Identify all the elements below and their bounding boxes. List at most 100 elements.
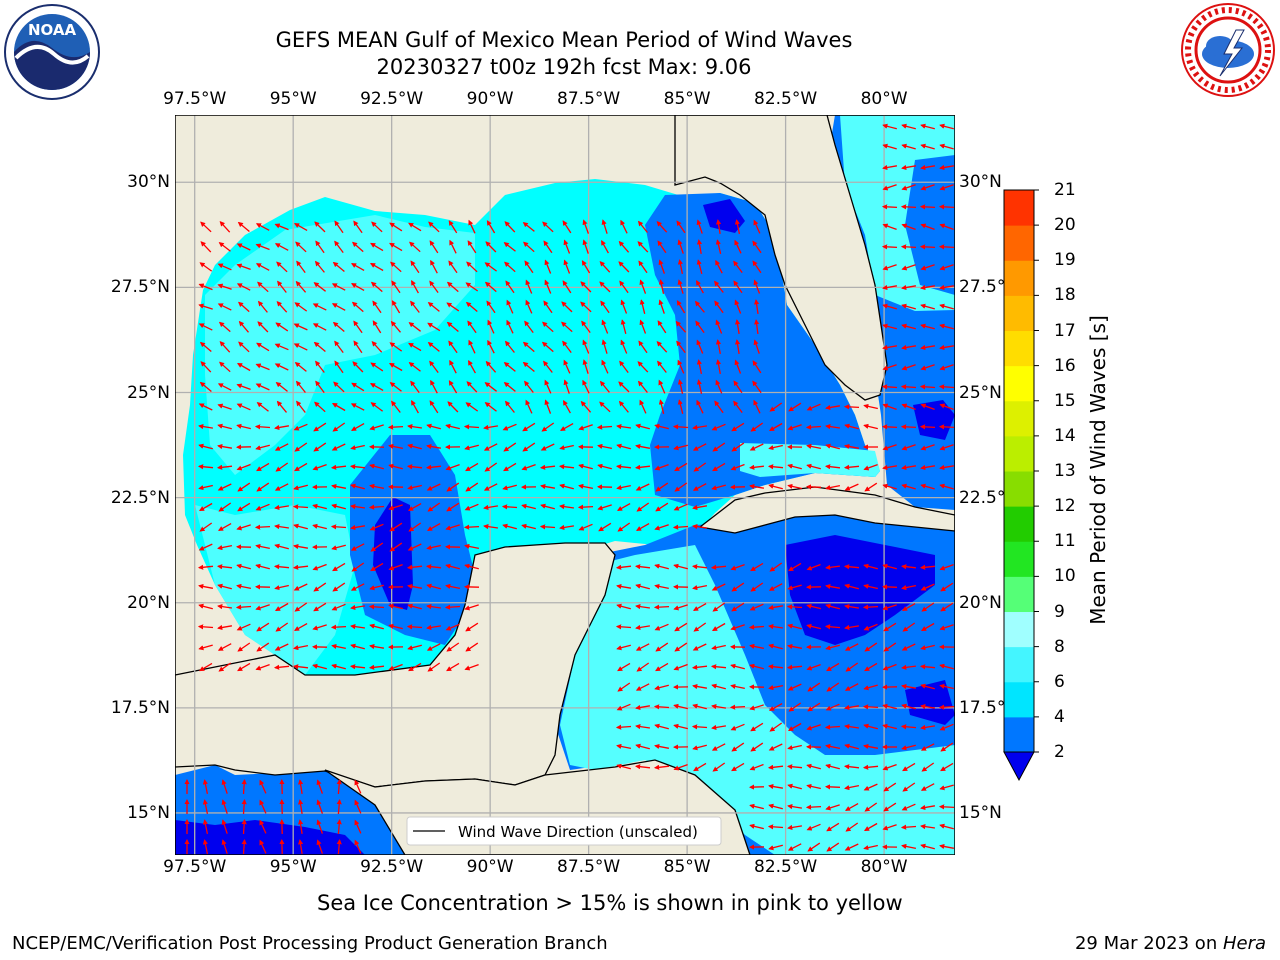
wind-wave-arrow <box>939 464 955 471</box>
colorbar-segment <box>1004 471 1034 507</box>
wind-wave-arrow <box>315 240 325 254</box>
wind-wave-arrow <box>750 422 764 432</box>
wind-wave-arrow <box>919 204 936 210</box>
wind-wave-arrow <box>503 361 516 372</box>
colorbar-segment <box>1004 225 1034 261</box>
wind-wave-arrow <box>504 400 515 413</box>
wind-wave-arrow <box>369 623 384 630</box>
wind-wave-arrow <box>638 340 648 354</box>
wind-wave-arrow <box>350 524 366 531</box>
wind-wave-arrow <box>862 764 879 770</box>
wind-wave-arrow <box>881 384 898 390</box>
left-tick-label: 20°N <box>127 592 170 613</box>
bottom-tick-label: 97.5°W <box>163 857 227 877</box>
wind-wave-arrow <box>521 523 536 530</box>
wind-wave-arrow <box>275 622 289 632</box>
wind-wave-arrow <box>696 339 704 354</box>
wind-wave-arrow <box>844 743 859 750</box>
wind-wave-arrow <box>768 844 783 851</box>
gulf-water-light-west <box>205 215 475 475</box>
wind-wave-arrow <box>350 263 365 271</box>
wind-wave-arrow <box>465 642 479 652</box>
wind-wave-arrow <box>635 523 650 531</box>
wind-wave-arrow <box>920 783 935 791</box>
wind-wave-arrow <box>731 602 745 612</box>
wind-wave-arrow <box>733 280 743 294</box>
wind-wave-arrow <box>806 463 821 470</box>
wind-wave-arrow <box>902 782 916 792</box>
wind-wave-arrow <box>276 400 287 413</box>
wind-wave-arrow <box>710 664 727 670</box>
wind-wave-arrow <box>312 303 327 311</box>
wind-wave-arrow <box>255 263 270 271</box>
wind-wave-arrow <box>844 784 860 791</box>
wind-wave-arrow <box>882 483 897 490</box>
top-tick-label: 90°W <box>466 89 514 109</box>
wind-wave-arrow <box>753 399 761 414</box>
wind-wave-arrow <box>618 400 629 413</box>
wind-wave-arrow <box>350 483 365 490</box>
wind-wave-arrow <box>274 223 289 231</box>
right-tick-label: 30°N <box>959 172 1002 193</box>
wind-wave-arrow <box>351 301 364 313</box>
wind-wave-arrow <box>274 424 290 431</box>
wind-wave-arrow <box>426 443 442 450</box>
wind-wave-arrow <box>446 502 460 512</box>
wind-wave-arrow <box>677 239 684 254</box>
wind-wave-arrow <box>427 662 441 672</box>
wind-wave-arrow <box>425 564 442 570</box>
wind-wave-arrow <box>635 704 651 711</box>
wind-wave-arrow <box>734 339 741 355</box>
wind-wave-arrow <box>881 584 898 590</box>
wind-wave-arrow <box>654 463 669 471</box>
wind-wave-arrow <box>673 604 688 611</box>
wind-wave-arrow <box>236 362 251 372</box>
wind-wave-arrow <box>409 241 421 253</box>
machine-name: Hera <box>1222 933 1266 954</box>
wind-wave-arrow <box>352 361 364 373</box>
wind-wave-arrow <box>350 624 365 630</box>
wind-wave-arrow <box>637 361 649 373</box>
wind-wave-arrow <box>502 523 517 530</box>
wind-wave-arrow <box>294 462 308 472</box>
wind-wave-arrow <box>332 261 345 272</box>
wind-wave-arrow <box>543 360 553 373</box>
wind-wave-arrow <box>882 364 897 371</box>
bottom-tick-label: 85°W <box>663 857 711 877</box>
wind-wave-arrow <box>449 239 457 254</box>
wind-wave-arrow <box>370 281 383 293</box>
wind-wave-arrow <box>734 299 742 314</box>
wind-wave-arrow <box>502 484 517 491</box>
wind-wave-arrow <box>691 664 708 670</box>
left-tick-label: 25°N <box>127 382 170 403</box>
wind-wave-arrow <box>353 340 363 354</box>
map-title-line2: 20230327 t00z 192h fcst Max: 9.06 <box>376 55 752 79</box>
wind-wave-arrow <box>582 219 590 234</box>
left-tick-label: 22.5°N <box>110 487 170 508</box>
wind-wave-arrow <box>559 483 574 490</box>
wind-wave-arrow <box>354 839 362 854</box>
wind-wave-arrow <box>806 663 821 671</box>
wind-wave-arrow <box>410 260 420 274</box>
wind-wave-arrow <box>712 442 726 452</box>
wind-wave-arrow <box>938 244 955 250</box>
wind-wave-arrow <box>900 244 917 250</box>
wind-wave-arrow <box>276 261 288 273</box>
colorbar-tick-label: 2 <box>1054 742 1065 762</box>
wind-wave-arrow <box>864 802 878 812</box>
wind-wave-arrow <box>198 303 213 310</box>
colorbar-segment <box>1004 190 1034 226</box>
wind-wave-arrow <box>901 603 916 611</box>
wind-wave-arrow <box>217 643 232 651</box>
wind-wave-arrow <box>238 301 250 313</box>
wind-wave-arrow <box>390 261 402 273</box>
wind-wave-arrow <box>522 442 536 452</box>
wind-wave-arrow <box>559 444 574 451</box>
wind-wave-arrow <box>336 778 342 795</box>
wind-wave-arrow <box>599 401 611 413</box>
wind-wave-arrow <box>882 184 897 191</box>
wind-wave-arrow <box>715 219 722 235</box>
wind-wave-arrow <box>351 382 365 392</box>
wind-wave-arrow <box>540 443 555 451</box>
wind-wave-arrow <box>218 662 232 672</box>
